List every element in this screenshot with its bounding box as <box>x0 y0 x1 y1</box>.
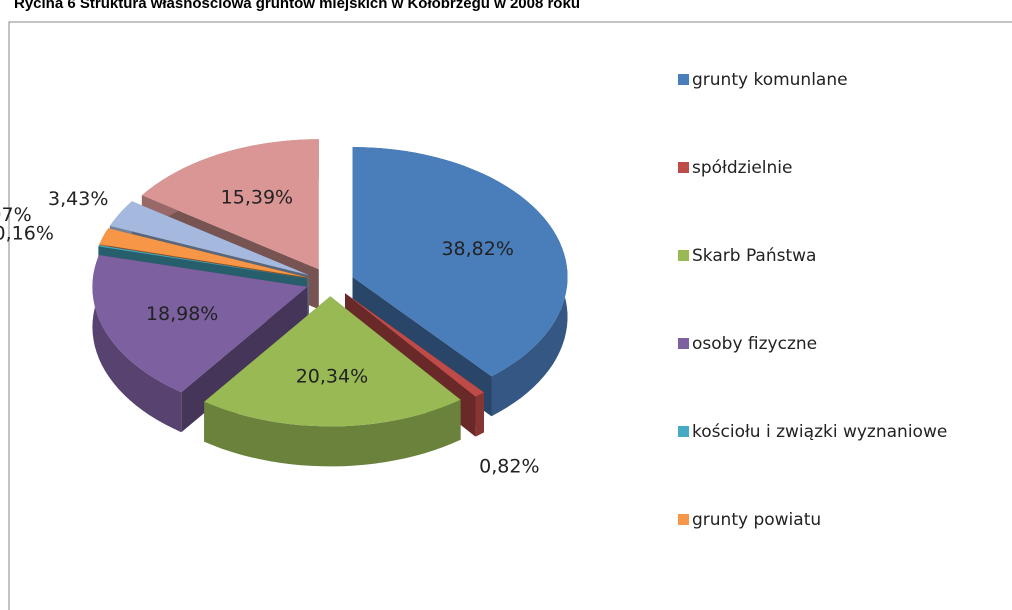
data-label: 0,16% <box>0 223 54 245</box>
slice <box>141 139 319 270</box>
legend-label: spółdzielnie <box>692 158 792 178</box>
slice-side <box>204 399 461 467</box>
data-label: 2,07% <box>0 204 32 226</box>
slice <box>98 245 307 279</box>
legend-swatch <box>678 514 689 525</box>
legend-label: osoby fizyczne <box>692 334 817 354</box>
slice <box>99 228 308 278</box>
slice <box>352 147 568 377</box>
data-label: 38,82% <box>441 238 513 260</box>
slice <box>204 296 461 427</box>
legend-swatch <box>678 338 689 349</box>
data-label: 18,98% <box>146 303 218 325</box>
slice-side <box>92 255 182 433</box>
slice-side <box>475 392 484 437</box>
legend-swatch <box>678 426 689 437</box>
data-label: 20,34% <box>296 365 368 387</box>
slice <box>345 293 484 397</box>
slice <box>92 255 308 393</box>
legend-label: grunty komunlane <box>692 70 848 90</box>
data-label: 0,82% <box>479 455 539 477</box>
slice <box>109 201 309 276</box>
legend-label: kościołu i związki wyznaniowe <box>692 422 947 442</box>
data-label: 15,39% <box>221 186 293 208</box>
legend-label: grunty powiatu <box>692 510 821 530</box>
chart-title: Rycina 6 Struktura własnościowa gruntów … <box>14 0 580 12</box>
legend-swatch <box>678 74 689 85</box>
data-label: 3,43% <box>48 188 108 210</box>
legend-swatch <box>678 250 689 261</box>
legend-swatch <box>678 162 689 173</box>
legend-label: Skarb Państwa <box>692 246 816 266</box>
